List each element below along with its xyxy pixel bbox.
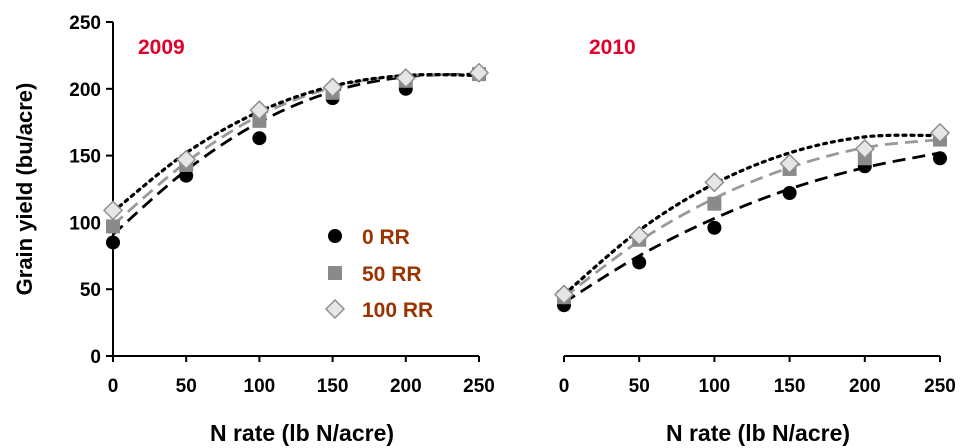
- data-point-100-rr: [629, 225, 650, 246]
- data-point-100-rr: [854, 138, 875, 159]
- fit-curve-0-rr: [563, 151, 941, 304]
- x-tick-label: 100: [244, 376, 276, 397]
- data-point-0-rr: [252, 131, 267, 146]
- x-tick-label: 50: [629, 376, 650, 397]
- panel-2009: 0 50 100 150 200 250 0 50 100 150 200 250 N rate (lb…: [12, 13, 495, 446]
- x-axis-title: N rate (lb N/acre): [210, 420, 394, 446]
- x-tick-label: 250: [463, 376, 495, 397]
- legend-label-50-rr: 50 RR: [362, 263, 422, 286]
- legend-label-100-rr: 100 RR: [362, 299, 433, 322]
- data-point-50-rr: [106, 219, 120, 234]
- data-point-100-rr: [553, 284, 575, 305]
- y-tick-label: 100: [69, 213, 101, 234]
- data-point-100-rr: [249, 100, 270, 121]
- panel-year-label: 2009: [138, 36, 185, 59]
- fit-curve-100-rr: [111, 73, 481, 214]
- legend-marker-50-rr: [328, 266, 342, 280]
- data-point-100-rr: [395, 68, 416, 89]
- data-point-100-rr: [929, 122, 951, 143]
- x-tick-label: 150: [774, 376, 806, 397]
- data-point-0-rr: [782, 186, 797, 201]
- data-point-0-rr: [179, 168, 194, 183]
- legend: 0 RR 50 RR 100 RR: [324, 226, 433, 322]
- data-point-50-rr: [707, 196, 722, 211]
- y-tick-label: 200: [69, 80, 101, 101]
- fit-curve-100-rr: [562, 133, 942, 297]
- data-point-0-rr: [632, 255, 647, 270]
- data-point-100-rr: [176, 149, 197, 170]
- panel-2010: 0 50 100 150 200 250 N rate (lb N/acre) 2010: [553, 36, 956, 446]
- data-point-0-rr: [106, 235, 120, 250]
- y-tick-label: 50: [80, 280, 101, 301]
- data-point-0-rr: [933, 151, 947, 166]
- data-point-100-rr: [102, 200, 124, 221]
- x-tick-label: 0: [559, 376, 570, 397]
- x-tick-label: 100: [699, 376, 731, 397]
- data-point-100-rr: [704, 172, 725, 193]
- data-point-0-rr: [707, 220, 722, 235]
- panel-year-label: 2010: [589, 36, 636, 59]
- legend-marker-100-rr: [324, 298, 346, 320]
- y-tick-label: 250: [69, 13, 101, 34]
- legend-label-0-rr: 0 RR: [362, 226, 410, 249]
- x-tick-label: 200: [390, 376, 422, 397]
- x-tick-label: 200: [849, 376, 881, 397]
- y-tick-label: 150: [69, 147, 101, 168]
- x-axis-title: N rate (lb N/acre): [666, 420, 850, 446]
- data-point-100-rr: [468, 62, 490, 83]
- x-tick-label: 250: [924, 376, 956, 397]
- x-tick-label: 150: [317, 376, 349, 397]
- data-point-100-rr: [322, 77, 343, 98]
- x-tick-label: 0: [108, 376, 119, 397]
- data-point-100-rr: [779, 153, 800, 174]
- data-point-50-rr: [252, 113, 267, 128]
- y-axis-title: Grain yield (bu/acre): [12, 83, 37, 296]
- y-tick-label: 0: [90, 347, 101, 368]
- legend-marker-0-rr: [328, 229, 342, 243]
- x-tick-label: 50: [176, 376, 197, 397]
